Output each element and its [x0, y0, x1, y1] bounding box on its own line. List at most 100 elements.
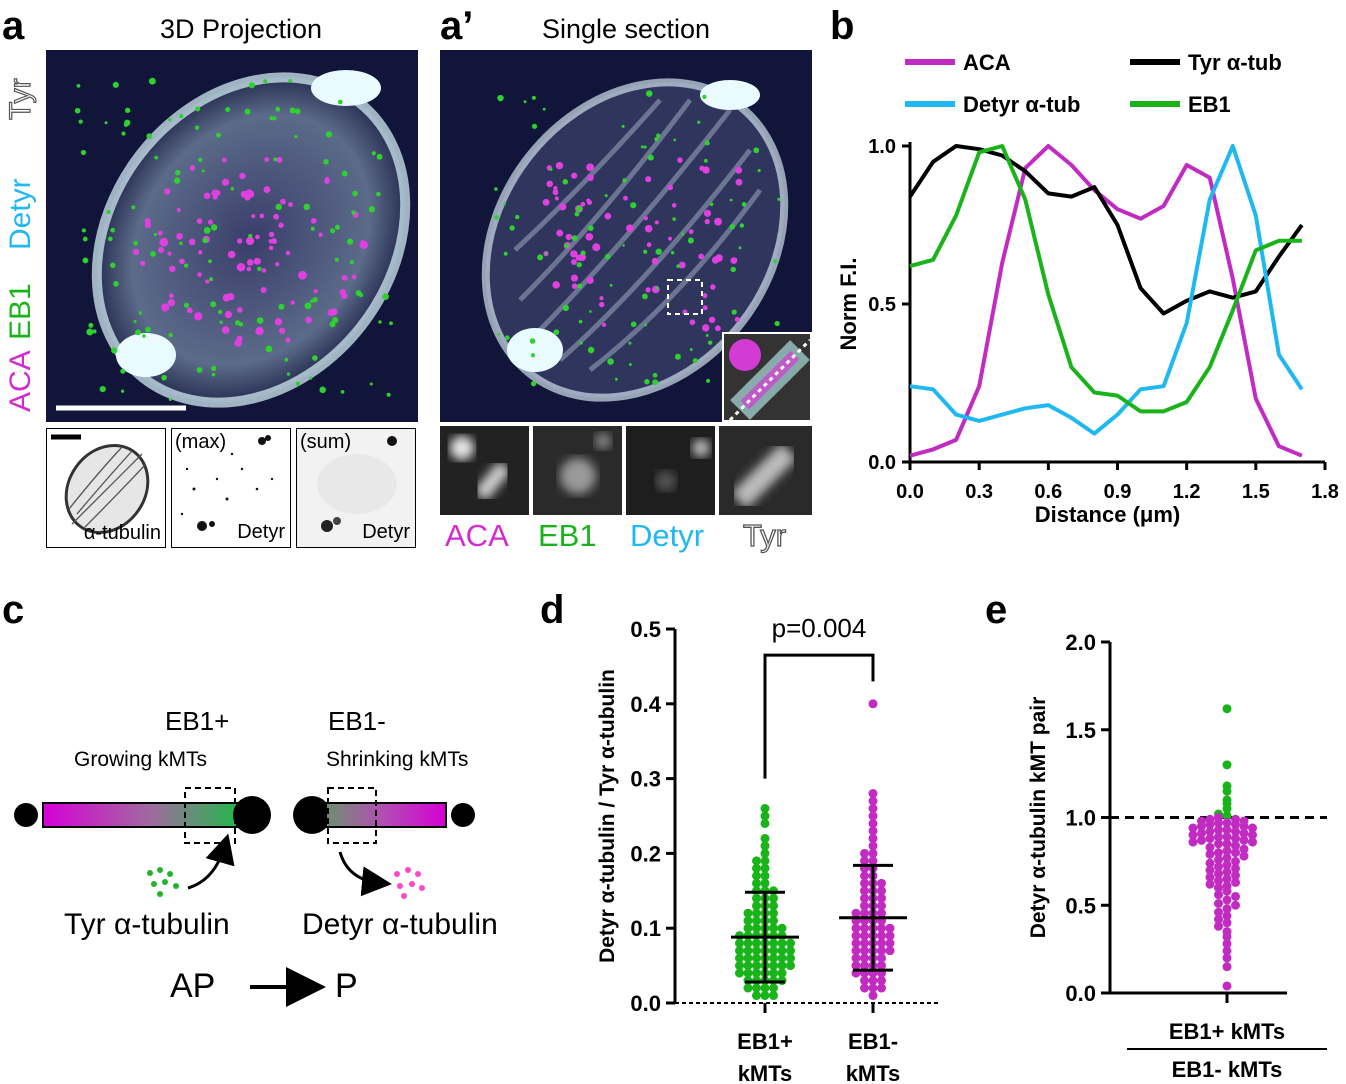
data-point — [1222, 886, 1232, 896]
y-tick-label: 0.5 — [1065, 893, 1096, 918]
x-tick-label: EB1- — [848, 1029, 898, 1054]
x-tick-label: EB1+ — [737, 1029, 793, 1054]
channel-tile-eb1 — [533, 426, 622, 515]
data-point — [769, 916, 778, 926]
data-point — [1231, 877, 1240, 887]
x-tick-label: 0.0 — [896, 481, 924, 503]
data-point — [868, 699, 878, 709]
data-point — [1214, 898, 1223, 908]
data-point — [1248, 830, 1257, 840]
data-point — [1188, 830, 1198, 840]
data-point — [752, 968, 761, 978]
data-point — [860, 931, 869, 941]
panel-letter-e: e — [985, 588, 1008, 632]
data-point — [877, 908, 886, 918]
data-point — [877, 976, 886, 986]
y-tick-label: 2.0 — [1065, 630, 1096, 655]
data-point — [877, 931, 886, 941]
data-point — [877, 901, 886, 911]
eb1-minus-label: EB1- — [328, 706, 386, 736]
data-point — [877, 886, 886, 896]
data-point — [851, 908, 861, 918]
panel-letter-a: a — [2, 4, 25, 48]
data-point — [1239, 821, 1249, 831]
data-point — [1205, 834, 1215, 844]
data-point — [769, 923, 778, 933]
data-point — [868, 811, 878, 821]
data-point — [1222, 846, 1232, 856]
y-tick-label: 0.0 — [630, 991, 661, 1016]
data-point — [877, 961, 886, 971]
x-tick-label: 1.8 — [1311, 481, 1339, 503]
data-point — [851, 946, 861, 956]
data-point — [868, 976, 878, 986]
data-point — [868, 796, 878, 806]
data-point — [760, 833, 770, 843]
data-point — [743, 946, 753, 956]
data-point — [752, 983, 761, 993]
y-tick-label: 0.5 — [868, 294, 896, 316]
panel-letter-d: d — [540, 588, 565, 632]
y-tick-label: 0.5 — [630, 617, 661, 642]
data-point — [860, 961, 869, 971]
data-point — [860, 848, 869, 858]
kmt-diagram: EB1+ EB1- Growing kMTs Shrinking kMTs Ty… — [14, 706, 498, 1007]
data-point — [769, 953, 778, 963]
data-point — [743, 916, 753, 926]
data-point — [1222, 867, 1232, 877]
data-point — [760, 878, 770, 888]
data-point — [777, 923, 787, 933]
data-point — [1222, 895, 1232, 905]
data-point — [1222, 918, 1232, 928]
data-point — [752, 901, 761, 911]
inset-top-label: (max) — [175, 431, 227, 453]
data-point — [743, 983, 753, 993]
x-tick-label: 1.5 — [1242, 481, 1270, 503]
data-point — [1222, 760, 1232, 770]
data-point — [1222, 911, 1232, 921]
data-point — [1205, 879, 1215, 889]
data-point — [777, 946, 787, 956]
data-point — [1222, 786, 1232, 796]
scatter-chart-d: 0.0 0.1 0.2 0.3 0.4 0.5 Detyr α-tubulin / Tyr … — [596, 613, 940, 1084]
x-tick-label: kMTs — [846, 1061, 901, 1084]
data-point — [1197, 821, 1206, 831]
data-point — [1239, 828, 1249, 838]
data-point — [760, 848, 770, 858]
x-tick-label: 0.6 — [1034, 481, 1062, 503]
data-point — [760, 818, 770, 828]
data-point — [1188, 837, 1198, 847]
legend-label: ACA — [963, 50, 1011, 75]
data-point — [868, 804, 878, 814]
x-tick-label: kMTs — [738, 1061, 793, 1084]
data-point — [860, 886, 869, 896]
data-point — [1222, 962, 1232, 972]
data-point — [760, 983, 770, 993]
data-point — [760, 841, 770, 851]
inset-detyr-sum: (sum) Detyr — [296, 428, 416, 548]
data-point — [1214, 848, 1223, 858]
data-point — [1222, 839, 1232, 849]
data-point — [752, 863, 761, 873]
data-point — [868, 848, 878, 858]
y-tick-label: 0.0 — [868, 452, 896, 474]
x-tick-label: 1.2 — [1173, 481, 1201, 503]
data-point — [760, 871, 770, 881]
data-point — [735, 946, 744, 956]
data-point — [1214, 825, 1223, 835]
data-point — [752, 923, 761, 933]
data-point — [860, 856, 869, 866]
data-point — [877, 878, 886, 888]
tile-label-detyr: Detyr — [630, 518, 705, 553]
data-point — [877, 946, 886, 956]
data-point — [1214, 890, 1223, 900]
tyr-tubulin-label: Tyr α-tubulin — [64, 908, 230, 941]
channel-label-tyr: Tyr — [4, 78, 37, 120]
data-point — [860, 878, 869, 888]
p-label: P — [335, 967, 358, 1005]
data-point — [752, 946, 761, 956]
data-point — [743, 923, 753, 933]
data-point — [868, 841, 878, 851]
data-point — [1214, 907, 1223, 917]
data-point — [860, 983, 869, 993]
